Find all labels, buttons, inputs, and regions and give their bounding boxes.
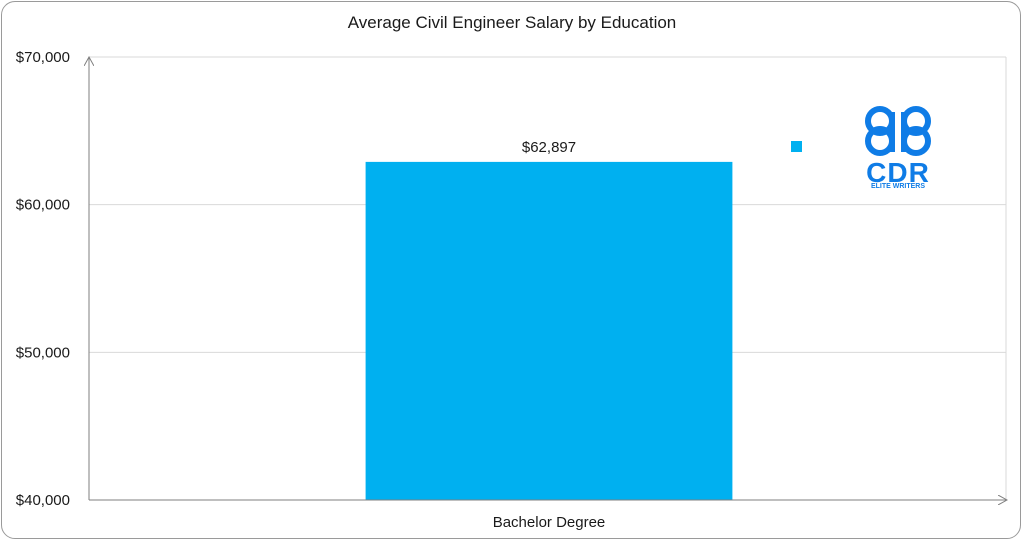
y-tick-label: $60,000 [16, 197, 70, 214]
bars [365, 161, 733, 500]
y-tick-label: $40,000 [16, 492, 70, 509]
y-tick-label: $70,000 [16, 49, 70, 66]
y-tick-labels: $40,000 $50,000 $60,000 $70,000 [16, 49, 70, 509]
data-labels: $62,897 [522, 139, 576, 156]
bar-data-label: $62,897 [522, 139, 576, 156]
logo-tagline: ELITE WRITERS [871, 183, 925, 190]
legend-marker [791, 141, 802, 152]
x-tick-label: Bachelor Degree [493, 514, 606, 531]
y-tick-label: $50,000 [16, 344, 70, 361]
chart-title: Average Civil Engineer Salary by Educati… [347, 13, 677, 32]
bar [365, 161, 733, 500]
x-tick-labels: Bachelor Degree [493, 514, 606, 531]
cdr-knot-icon [865, 106, 931, 156]
logo-wordmark: CDR [866, 157, 930, 188]
cdr-logo: CDR ELITE WRITERS [865, 106, 931, 190]
